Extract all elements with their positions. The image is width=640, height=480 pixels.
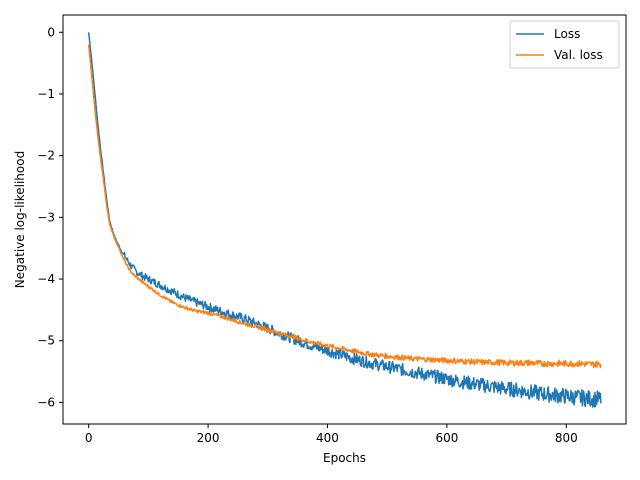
legend-label-loss: Loss: [554, 27, 580, 41]
y-tick-label: −5: [37, 334, 55, 348]
legend-box: [509, 20, 620, 69]
y-axis-ticks: 0 −1 −2 −3 −4 −5 −6: [37, 25, 63, 409]
plot-lines: [87, 32, 602, 408]
x-tick-label: 400: [316, 431, 339, 445]
y-tick-label: −1: [37, 87, 55, 101]
x-tick-label: 0: [85, 431, 93, 445]
series-line-val-loss: [87, 44, 602, 369]
y-tick-label: −6: [37, 395, 55, 409]
legend-label-val-loss: Val. loss: [554, 48, 603, 62]
x-tick-label: 200: [197, 431, 220, 445]
y-axis-label: Negative log-likelihood: [13, 151, 27, 288]
x-tick-label: 600: [435, 431, 458, 445]
x-axis-ticks: 0 200 400 600 800: [85, 424, 578, 445]
x-tick-label: 800: [555, 431, 578, 445]
legend: Loss Val. loss: [509, 20, 620, 69]
x-axis-label: Epochs: [323, 451, 366, 465]
series-line-loss: [87, 32, 602, 408]
plot-frame: [62, 14, 627, 425]
y-tick-label: −3: [37, 210, 55, 224]
y-tick-label: −4: [37, 272, 55, 286]
y-tick-label: −2: [37, 149, 55, 163]
y-tick-label: 0: [47, 25, 55, 39]
